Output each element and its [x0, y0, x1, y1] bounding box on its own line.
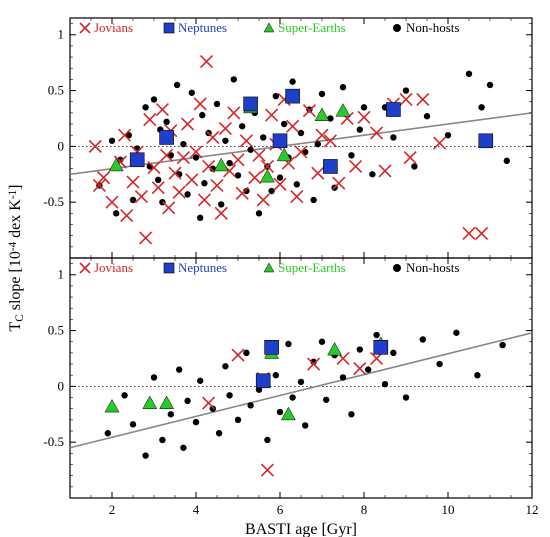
svg-text:TC slope [10-4 dex K-1]: TC slope [10-4 dex K-1] — [7, 185, 26, 332]
svg-text:Jovians: Jovians — [94, 20, 133, 35]
svg-text:0: 0 — [58, 378, 65, 393]
svg-text:0: 0 — [58, 138, 65, 153]
svg-text:4: 4 — [193, 502, 200, 517]
svg-text:8: 8 — [361, 502, 368, 517]
svg-text:0.5: 0.5 — [48, 323, 64, 338]
svg-text:Non-hosts: Non-hosts — [406, 260, 459, 275]
svg-text:6: 6 — [277, 502, 284, 517]
svg-text:BASTI age [Gyr]: BASTI age [Gyr] — [245, 521, 357, 537]
svg-text:Neptunes: Neptunes — [178, 260, 227, 275]
svg-text:1: 1 — [58, 267, 65, 282]
svg-text:-0.5: -0.5 — [43, 194, 64, 209]
svg-text:-0.5: -0.5 — [43, 434, 64, 449]
svg-text:Neptunes: Neptunes — [178, 20, 227, 35]
svg-text:0.5: 0.5 — [48, 83, 64, 98]
chart-svg: -0.5 0 0.5 1 Jovians Neptunes Super-Earths Non-… — [0, 0, 550, 537]
svg-text:12: 12 — [526, 502, 539, 517]
svg-text:10: 10 — [442, 502, 455, 517]
svg-text:Super-Earths: Super-Earths — [278, 260, 346, 275]
svg-text:1: 1 — [58, 27, 65, 42]
svg-text:Super-Earths: Super-Earths — [278, 20, 346, 35]
svg-text:Non-hosts: Non-hosts — [406, 20, 459, 35]
svg-text:Jovians: Jovians — [94, 260, 133, 275]
scatter-chart-figure: -0.5 0 0.5 1 Jovians Neptunes Super-Earths Non-… — [0, 0, 550, 537]
svg-text:2: 2 — [109, 502, 116, 517]
